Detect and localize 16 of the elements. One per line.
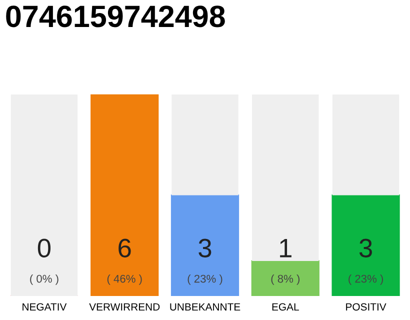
annotation: 1 xyxy=(280,239,292,258)
data-label: ( 46% ) xyxy=(107,274,142,285)
chart-title: 0746159742498 xyxy=(6,6,225,28)
x-tick-label: NEGATIV xyxy=(22,303,67,311)
annotation: 0 xyxy=(38,238,51,258)
x-tick-label: EGAL xyxy=(272,303,299,311)
data-label: ( 23% ) xyxy=(188,274,222,285)
x-tick-label: VERWIRREND xyxy=(89,303,160,310)
annotation: 3 xyxy=(359,238,372,258)
data-label: ( 8% ) xyxy=(271,274,300,285)
data-label: ( 0% ) xyxy=(30,274,58,285)
x-tick-label: UNBEKANNTE xyxy=(170,303,240,311)
x-tick-label: POSITIV xyxy=(346,303,386,311)
data-label: ( 23% ) xyxy=(348,274,383,285)
annotation: 6 xyxy=(118,238,131,258)
annotation: 3 xyxy=(198,238,212,258)
